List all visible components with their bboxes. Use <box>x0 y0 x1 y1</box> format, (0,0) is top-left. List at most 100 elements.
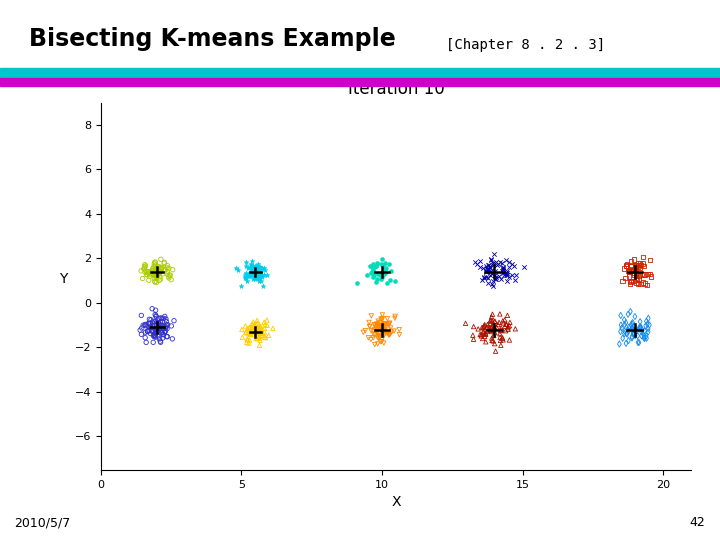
Point <box>148 338 159 347</box>
Point <box>153 320 165 328</box>
Point <box>168 316 180 325</box>
Point <box>157 325 168 333</box>
Point <box>374 318 385 327</box>
Point <box>142 327 153 335</box>
Point <box>246 262 258 271</box>
Point <box>154 323 166 332</box>
Point <box>150 278 162 287</box>
Point <box>379 265 391 274</box>
Point <box>253 271 265 279</box>
Point <box>478 274 490 282</box>
Point <box>503 322 514 331</box>
Point <box>472 259 483 268</box>
Point <box>383 331 395 340</box>
Point <box>642 280 653 289</box>
Point <box>148 262 160 271</box>
Point <box>160 265 171 274</box>
Point <box>148 327 159 335</box>
Point <box>149 332 161 340</box>
Point <box>253 262 264 271</box>
Point <box>249 274 261 283</box>
Point <box>369 340 380 349</box>
Bar <box>0 78 720 86</box>
Point <box>620 339 631 348</box>
Point <box>151 327 163 336</box>
Point <box>249 262 261 271</box>
Bar <box>0 68 720 77</box>
Point <box>506 270 518 279</box>
Point <box>631 270 642 279</box>
Point <box>249 328 261 336</box>
Point <box>245 269 256 278</box>
Point <box>623 266 634 275</box>
Point <box>482 273 494 282</box>
Point <box>247 267 258 275</box>
Point <box>487 316 498 325</box>
Point <box>245 269 256 278</box>
Point <box>143 269 155 278</box>
Point <box>644 256 656 265</box>
Point <box>370 324 382 333</box>
Point <box>162 332 174 341</box>
Point <box>626 334 638 342</box>
Point <box>155 275 166 284</box>
Point <box>372 270 384 279</box>
Point <box>626 320 638 328</box>
Point <box>503 262 515 271</box>
Text: 42: 42 <box>690 516 706 529</box>
Point <box>500 256 512 265</box>
Point <box>251 316 263 325</box>
Point <box>376 323 387 332</box>
Point <box>150 261 161 269</box>
Point <box>379 269 390 278</box>
Point <box>373 329 384 338</box>
Point <box>152 262 163 271</box>
Point <box>386 328 397 336</box>
Point <box>251 269 262 278</box>
Point <box>633 338 644 347</box>
Point <box>163 264 174 273</box>
Point <box>635 322 647 331</box>
Point <box>240 328 252 336</box>
Point <box>371 275 382 284</box>
Point <box>377 335 388 344</box>
Point <box>253 327 265 336</box>
Point <box>378 330 390 339</box>
Text: [Chapter 8 . 2 . 3]: [Chapter 8 . 2 . 3] <box>446 38 606 52</box>
Point <box>384 330 396 339</box>
Point <box>371 262 382 271</box>
Point <box>246 324 258 333</box>
Point <box>501 271 513 279</box>
Point <box>629 330 640 339</box>
Point <box>250 323 261 332</box>
Point <box>483 261 495 269</box>
Point <box>240 262 251 271</box>
Point <box>488 249 500 258</box>
Point <box>629 322 640 330</box>
Point <box>382 320 394 328</box>
Point <box>487 324 499 333</box>
Point <box>632 262 644 271</box>
Point <box>499 322 510 330</box>
Point <box>369 330 381 339</box>
Point <box>246 323 257 332</box>
Point <box>153 269 165 278</box>
Point <box>257 281 269 290</box>
Point <box>153 327 164 336</box>
Point <box>374 323 385 332</box>
Point <box>377 315 388 324</box>
Point <box>255 328 266 336</box>
Point <box>159 327 171 335</box>
Point <box>140 338 152 347</box>
Point <box>139 263 150 272</box>
Point <box>493 318 505 327</box>
Point <box>623 323 634 332</box>
Point <box>152 323 163 332</box>
Point <box>504 321 516 330</box>
Point <box>151 269 163 278</box>
Point <box>518 262 530 271</box>
Point <box>250 319 261 328</box>
Point <box>149 330 161 339</box>
Point <box>252 273 264 281</box>
Point <box>361 271 373 280</box>
